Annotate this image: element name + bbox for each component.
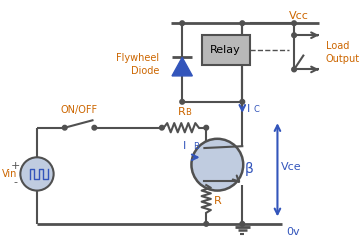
Circle shape: [240, 221, 244, 226]
Text: R: R: [213, 196, 221, 206]
Circle shape: [21, 157, 54, 190]
Circle shape: [62, 125, 67, 130]
Text: Vin: Vin: [1, 169, 17, 179]
Circle shape: [292, 21, 296, 26]
Circle shape: [180, 21, 185, 26]
Text: Flywheel
Diode: Flywheel Diode: [116, 53, 159, 76]
Text: Relay: Relay: [210, 45, 241, 55]
Circle shape: [92, 125, 96, 130]
Text: I: I: [183, 141, 186, 151]
Text: I: I: [247, 104, 250, 114]
Text: B: B: [185, 108, 191, 117]
Text: Load
Output: Load Output: [325, 41, 360, 64]
Text: B: B: [193, 142, 199, 151]
Text: Vce: Vce: [281, 161, 302, 172]
Circle shape: [204, 221, 208, 226]
Circle shape: [180, 99, 185, 104]
Text: Vcc: Vcc: [289, 11, 309, 21]
Bar: [202, 35, 250, 65]
Circle shape: [240, 99, 244, 104]
Circle shape: [240, 21, 244, 26]
Text: +: +: [11, 161, 21, 171]
Text: ON/OFF: ON/OFF: [61, 105, 98, 115]
Text: 0v: 0v: [287, 227, 300, 237]
Text: β: β: [245, 162, 254, 176]
Circle shape: [192, 139, 243, 190]
Text: R: R: [177, 107, 185, 117]
Circle shape: [292, 67, 296, 72]
Polygon shape: [172, 58, 192, 76]
Circle shape: [204, 125, 208, 130]
Circle shape: [159, 125, 164, 130]
Text: C: C: [253, 105, 259, 114]
Text: -: -: [14, 177, 18, 187]
Circle shape: [292, 33, 296, 37]
